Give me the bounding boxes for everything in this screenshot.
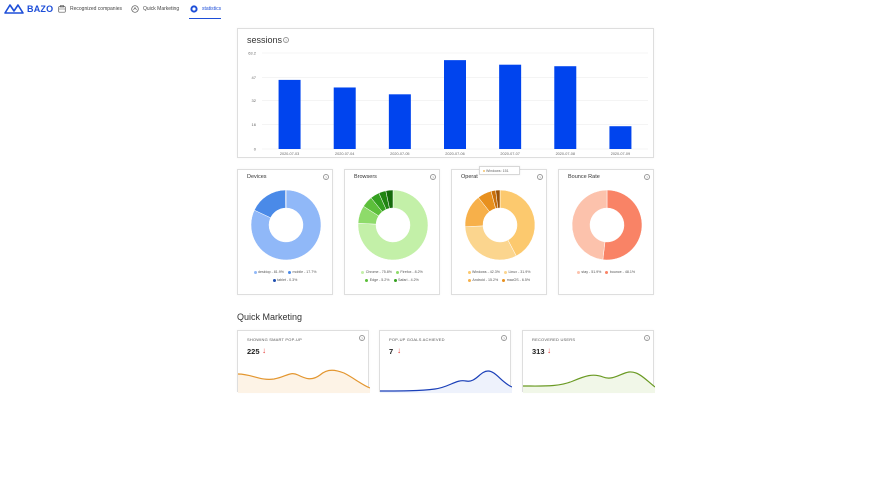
help-icon[interactable]: ? [537, 174, 543, 180]
pie-slice[interactable] [357, 189, 429, 261]
chart-tooltip: Windows: 151 [479, 166, 520, 175]
top-navigation: BAZO Recognized companies Quick Marketin… [0, 0, 890, 20]
pie-slice[interactable] [285, 189, 287, 209]
y-tick-label: 0 [254, 147, 257, 152]
browsers-legend: Chrome - 75.8% Firefox - 8.2% Edge - 5.2%… [345, 268, 439, 284]
help-icon[interactable]: ? [323, 174, 329, 180]
help-icon[interactable]: ? [644, 174, 650, 180]
down-arrow-icon: ↓ [397, 346, 401, 355]
pie-slice[interactable] [250, 189, 322, 261]
qm-card-label: POP-UP GOALS ACHIEVED [389, 337, 445, 342]
sessions-title: sessions [247, 35, 283, 45]
os-donut-chart [464, 189, 536, 261]
devices-donut-chart [250, 189, 322, 261]
qm-card-smart-popup: SHOWING SMART POP-UP ? 225 ↓ [237, 330, 370, 393]
qm-card-value: 7 [389, 347, 394, 356]
devices-panel: Devices ? desktop - 81.9% mobile - 17.7% … [237, 169, 333, 295]
bar[interactable] [278, 79, 301, 149]
legend-item[interactable]: desktop - 81.9% [253, 268, 284, 276]
x-tick-label: 2020-07-05 [390, 152, 409, 156]
pie-slice[interactable] [499, 189, 536, 257]
pie-slice[interactable] [571, 189, 608, 261]
sessions-bar-chart: 0 16 32 47 63.2 2020-07-03 2020-07-04 2020-07-0… [248, 51, 648, 156]
nav-quick-marketing[interactable]: Quick Marketing [131, 5, 179, 13]
browsers-panel: Browsers ? Chrome - 75.8% Firefox - 8.2% … [344, 169, 440, 295]
legend-item[interactable]: macOS - 6.5% [502, 276, 530, 284]
logo-icon [4, 4, 24, 14]
nav-statistics[interactable]: statistics [190, 5, 221, 13]
bar[interactable] [499, 64, 522, 149]
os-panel: Operat ? Windows - 42.3% Linux - 31.9% An… [451, 169, 547, 295]
devices-legend: desktop - 81.9% mobile - 17.7% tablet - 0… [238, 268, 332, 284]
statistics-icon [190, 5, 198, 13]
legend-item[interactable]: Windows - 42.3% [467, 268, 500, 276]
logo[interactable]: BAZO [4, 3, 53, 15]
bar[interactable] [554, 66, 577, 149]
x-tick-label: 2020-07-06 [445, 152, 464, 156]
help-icon[interactable]: ? [359, 335, 365, 341]
legend-item[interactable]: Safari - 4.2% [393, 276, 419, 284]
bounce-rate-panel: Bounce Rate ? stay - 51.9% bounce - 48.1% [558, 169, 654, 295]
qm-sparkline [523, 371, 655, 393]
qm-card-value: 313 [532, 347, 545, 356]
legend-item[interactable]: Firefox - 8.2% [395, 268, 423, 276]
pie-slice[interactable] [464, 225, 517, 261]
nav-label: Recognized companies [70, 6, 122, 12]
x-tick-label: 2020-07-07 [500, 152, 519, 156]
help-icon[interactable]: ? [644, 335, 650, 341]
legend-item[interactable]: Linux - 31.9% [503, 268, 530, 276]
bar[interactable] [609, 126, 632, 149]
help-icon[interactable]: ? [283, 37, 289, 43]
active-tab-indicator [189, 18, 221, 19]
x-tick-label: 2020-07-09 [611, 152, 630, 156]
y-tick-label: 32 [252, 98, 257, 103]
devices-title: Devices [247, 174, 267, 180]
x-tick-label: 2020-07-03 [280, 152, 299, 156]
bounce-rate-title: Bounce Rate [568, 174, 600, 180]
y-tick-label: 16 [252, 122, 257, 127]
sessions-panel: sessions ? 0 16 32 47 63.2 2020-07-03 2020-07-… [237, 28, 654, 158]
legend-item[interactable]: mobile - 17.7% [288, 268, 316, 276]
legend-item[interactable]: stay - 51.9% [576, 268, 601, 276]
help-icon[interactable]: ? [501, 335, 507, 341]
logo-text: BAZO [27, 4, 54, 14]
bar[interactable] [333, 87, 356, 149]
bounce-rate-donut-chart [571, 189, 643, 261]
qm-card-value: 225 [247, 347, 260, 356]
help-icon[interactable]: ? [430, 174, 436, 180]
browsers-donut-chart [357, 189, 429, 261]
legend-item[interactable]: Chrome - 75.8% [361, 268, 392, 276]
os-title: Operat [461, 174, 478, 180]
legend-item[interactable]: Android - 15.2% [467, 276, 498, 284]
building-icon [58, 5, 66, 13]
legend-item[interactable]: Edge - 5.2% [365, 276, 390, 284]
legend-item[interactable]: tablet - 0.3% [272, 276, 297, 284]
down-arrow-icon: ↓ [262, 346, 266, 355]
nav-recognized-companies[interactable]: Recognized companies [58, 5, 122, 13]
qm-card-label: SHOWING SMART POP-UP [247, 337, 302, 342]
legend-item[interactable]: bounce - 48.1% [605, 268, 635, 276]
bounce-rate-legend: stay - 51.9% bounce - 48.1% [559, 268, 653, 276]
qm-card-label: RECOVERED USERS [532, 337, 576, 342]
nav-label: statistics [202, 6, 222, 12]
nav-label: Quick Marketing [143, 6, 180, 12]
qm-card-recovered-users: RECOVERED USERS ? 313 ↓ [522, 330, 655, 393]
down-arrow-icon: ↓ [547, 346, 551, 355]
os-legend: Windows - 42.3% Linux - 31.9% Android - 1… [452, 268, 546, 284]
marketing-icon [131, 5, 139, 13]
bar[interactable] [388, 94, 411, 149]
bar[interactable] [444, 60, 466, 150]
x-tick-label: 2020-07-04 [335, 152, 354, 156]
qm-card-popup-goals: POP-UP GOALS ACHIEVED ? 7 ↓ [379, 330, 512, 393]
y-tick-label: 47 [252, 75, 257, 80]
browsers-title: Browsers [354, 174, 377, 180]
quick-marketing-title: Quick Marketing [237, 312, 303, 322]
pie-slice[interactable] [602, 189, 643, 261]
pie-slice[interactable] [385, 189, 394, 209]
y-tick-label: 63.2 [248, 51, 257, 56]
pie-slice[interactable] [495, 189, 501, 209]
x-tick-label: 2020-07-08 [556, 152, 575, 156]
qm-sparkline [380, 370, 512, 393]
qm-sparkline [238, 369, 370, 393]
